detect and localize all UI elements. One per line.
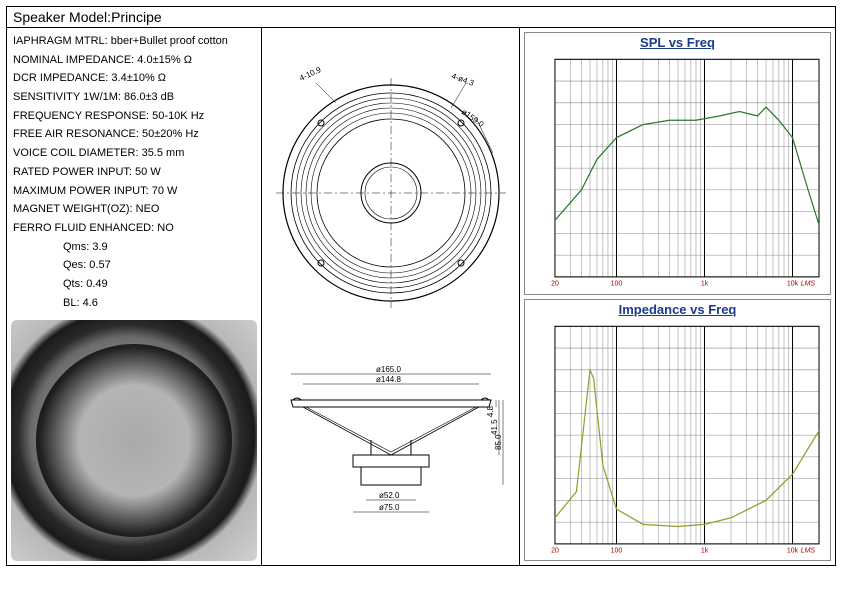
spec-value: bber+Bullet proof cotton (108, 35, 228, 47)
dim-d0: ø165.0 (376, 365, 401, 374)
impedance-chart: Impedance vs Freq 20 100 1k 10kLMS (524, 299, 831, 562)
svg-text:100: 100 (611, 545, 623, 554)
title-bar: Speaker Model:Principe (7, 7, 835, 28)
spec-label: IAPHRAGM MTRL: (13, 32, 108, 51)
spec-label: MAXIMUM POWER INPUT: (13, 182, 149, 201)
svg-text:100: 100 (611, 278, 623, 287)
svg-text:20: 20 (551, 278, 559, 287)
spec-label: DCR IMPEDANCE: (13, 69, 108, 88)
spec-value: NO (154, 222, 174, 234)
side-view-drawing: ø165.0 ø144.8 (271, 360, 511, 540)
dim-hole2: 4-ø4.3 (450, 71, 475, 88)
dim-h1: 41.5 (490, 419, 499, 435)
spec-row: FERRO FLUID ENHANCED: NO (13, 219, 255, 238)
spec-value: 35.5 mm (139, 147, 185, 159)
spec-label: FREQUENCY RESPONSE: (13, 107, 149, 126)
charts-column: SPL vs Freq 201001k10kLMS Impedance vs F… (520, 28, 835, 565)
spec-row: MAGNET WEIGHT(OZ): NEO (13, 200, 255, 219)
spec-label: FERRO FLUID ENHANCED: (13, 219, 154, 238)
spec-row: FREQUENCY RESPONSE: 50-10K Hz (13, 107, 255, 126)
qparam-row: Qts: 0.49 (63, 275, 255, 294)
spec-label: NOMINAL IMPEDANCE: (13, 51, 134, 70)
spec-row: RATED POWER INPUT: 50 W (13, 163, 255, 182)
spec-label: VOICE COIL DIAMETER: (13, 144, 139, 163)
main-content: IAPHRAGM MTRL: bber+Bullet proof cottonN… (7, 28, 835, 565)
spec-row: MAXIMUM POWER INPUT: 70 W (13, 182, 255, 201)
spec-row: DCR IMPEDANCE: 3.4±10% Ω (13, 69, 255, 88)
spec-value: 50±20% Hz (139, 128, 199, 140)
title-label: Speaker Model: (13, 9, 111, 25)
dim-outer: ø159.0 (459, 107, 485, 129)
svg-text:10k: 10k (787, 545, 799, 554)
spec-row: FREE AIR RESONANCE: 50±20% Hz (13, 125, 255, 144)
technical-drawing: 4-10.9 4-ø4.3 ø159.0 ø165.0 ø144.8 (262, 28, 520, 565)
spec-label: FREE AIR RESONANCE: (13, 125, 139, 144)
spec-value: 86.0±3 dB (121, 91, 174, 103)
spec-label: RATED POWER INPUT: (13, 163, 132, 182)
impedance-chart-title: Impedance vs Freq (525, 300, 830, 319)
spec-value: 50 W (132, 166, 161, 178)
qparam-row: Qms: 3.9 (63, 238, 255, 257)
spec-row: SENSITIVITY 1W/1M: 86.0±3 dB (13, 88, 255, 107)
spec-value: 50-10K Hz (149, 110, 204, 122)
spec-value: 4.0±15% Ω (134, 54, 192, 66)
impedance-chart-svg: 20 100 1k 10kLMS (545, 321, 824, 555)
dim-d3: ø75.0 (379, 503, 400, 512)
top-view-drawing: 4-10.9 4-ø4.3 ø159.0 (271, 53, 511, 323)
spec-label: MAGNET WEIGHT(OZ): (13, 200, 133, 219)
spl-chart-title: SPL vs Freq (525, 33, 830, 52)
svg-text:10k: 10k (787, 278, 799, 287)
spec-row: NOMINAL IMPEDANCE: 4.0±15% Ω (13, 51, 255, 70)
spec-value: 3.4±10% Ω (108, 72, 166, 84)
dim-d2: ø52.0 (379, 491, 400, 500)
dim-d1: ø144.8 (376, 375, 401, 384)
dim-h2: 85.0 (494, 434, 503, 450)
svg-text:LMS: LMS (801, 278, 816, 287)
spec-row: IAPHRAGM MTRL: bber+Bullet proof cotton (13, 32, 255, 51)
dim-h0: 4.8 (486, 406, 495, 418)
svg-text:20: 20 (551, 545, 559, 554)
spec-row: VOICE COIL DIAMETER: 35.5 mm (13, 144, 255, 163)
svg-text:LMS: LMS (801, 545, 816, 554)
qparam-row: BL: 4.6 (63, 294, 255, 313)
dim-hole1: 4-10.9 (298, 65, 323, 83)
left-column: IAPHRAGM MTRL: bber+Bullet proof cottonN… (7, 28, 262, 565)
speaker-photo (11, 320, 257, 561)
title-value: Principe (111, 9, 162, 25)
qparam-row: Qes: 0.57 (63, 256, 255, 275)
spl-chart: SPL vs Freq 20 100 1k 10kLMS (524, 32, 831, 295)
spec-list: IAPHRAGM MTRL: bber+Bullet proof cottonN… (7, 28, 261, 316)
spec-value: NEO (133, 203, 160, 215)
spec-label: SENSITIVITY 1W/1M: (13, 88, 121, 107)
datasheet-frame: Speaker Model:Principe IAPHRAGM MTRL: bb… (6, 6, 836, 566)
spl-chart-svg: 20 100 1k 10kLMS (545, 54, 824, 288)
svg-text:1k: 1k (701, 278, 709, 287)
svg-text:1k: 1k (701, 545, 709, 554)
spec-value: 70 W (149, 185, 178, 197)
